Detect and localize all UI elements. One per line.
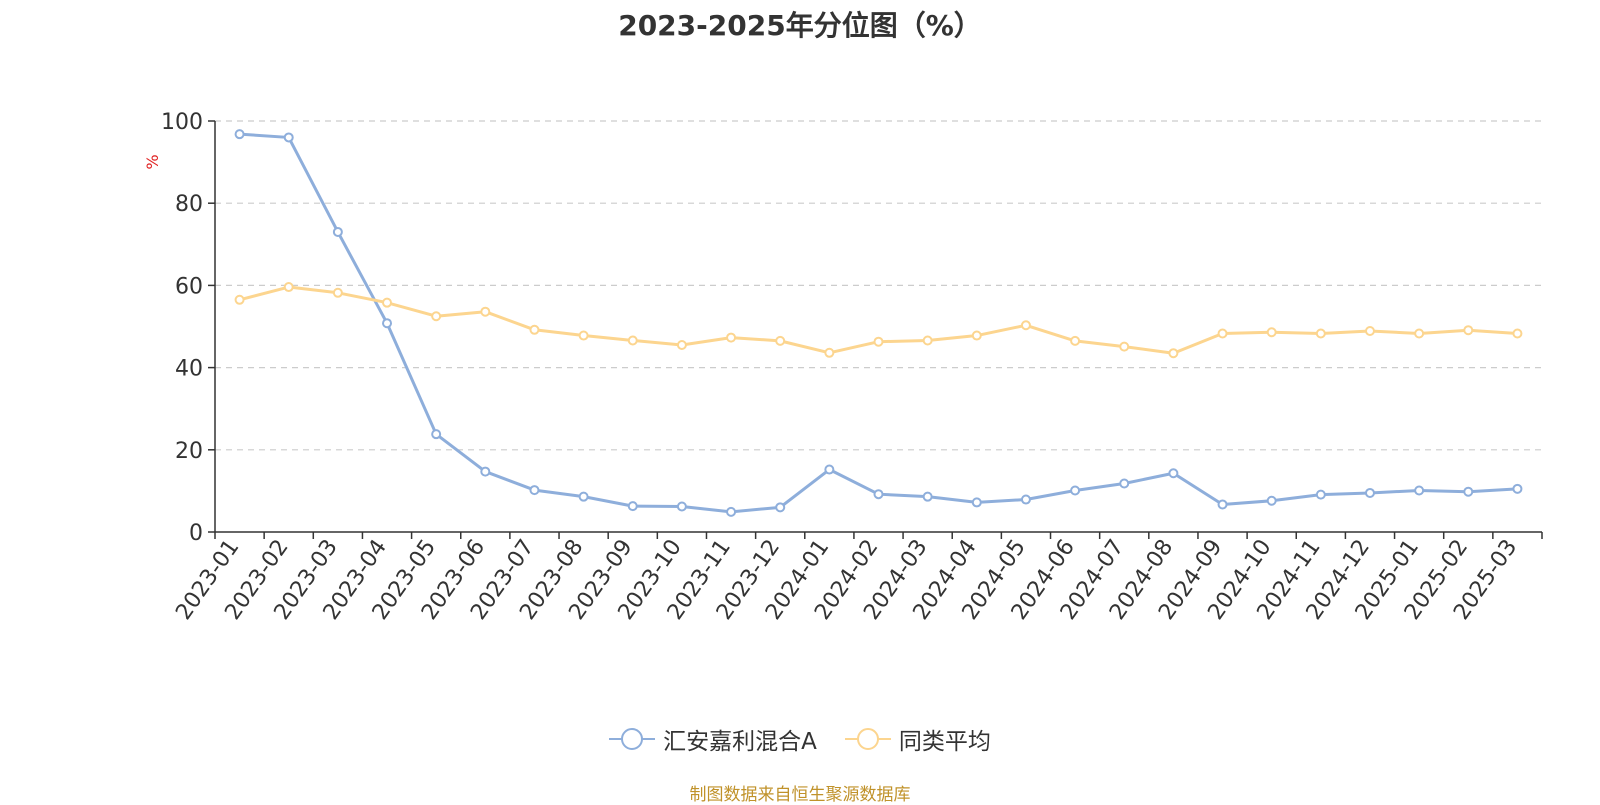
series-line-0	[239, 132, 1518, 514]
axes	[208, 120, 1543, 539]
data-point[interactable]	[1364, 326, 1375, 337]
legend: 汇安嘉利混合A 同类平均	[0, 722, 1600, 756]
data-point[interactable]	[431, 429, 442, 440]
data-point[interactable]	[1168, 468, 1179, 479]
data-point[interactable]	[480, 306, 491, 317]
legend-item-fund[interactable]: 汇安嘉利混合A	[609, 722, 817, 756]
data-point[interactable]	[1414, 328, 1425, 339]
data-point[interactable]	[578, 491, 589, 502]
data-point[interactable]	[1070, 335, 1081, 346]
data-point[interactable]	[332, 287, 343, 298]
data-point[interactable]	[676, 339, 687, 350]
data-point[interactable]	[1020, 320, 1031, 331]
data-point[interactable]	[775, 502, 786, 513]
data-point[interactable]	[382, 297, 393, 308]
y-tick-labels: 0 20 40 60 80 100	[161, 110, 203, 546]
data-point[interactable]	[971, 497, 982, 508]
data-point[interactable]	[824, 464, 835, 475]
data-point[interactable]	[824, 347, 835, 358]
data-point[interactable]	[1217, 499, 1228, 510]
y-tick-label: 100	[161, 110, 203, 135]
data-point[interactable]	[1119, 341, 1130, 352]
legend-average-line-icon	[844, 728, 891, 750]
data-point[interactable]	[922, 335, 933, 346]
data-point[interactable]	[1463, 486, 1474, 497]
legend-label-fund: 汇安嘉利混合A	[663, 729, 817, 755]
data-point[interactable]	[1414, 485, 1425, 496]
data-point[interactable]	[1266, 495, 1277, 506]
y-tick-label: 60	[175, 274, 203, 299]
data-point[interactable]	[1463, 325, 1474, 336]
data-point[interactable]	[726, 506, 737, 517]
data-point[interactable]	[1168, 348, 1179, 359]
data-point[interactable]	[1364, 487, 1375, 498]
data-point[interactable]	[627, 501, 638, 512]
legend-fund-line-icon	[609, 728, 656, 750]
data-point[interactable]	[283, 282, 294, 293]
data-point[interactable]	[1070, 485, 1081, 496]
data-point[interactable]	[1315, 489, 1326, 500]
data-point[interactable]	[332, 226, 343, 237]
data-point[interactable]	[431, 311, 442, 322]
data-point[interactable]	[382, 318, 393, 329]
data-point[interactable]	[529, 485, 540, 496]
series-lines	[234, 129, 1523, 517]
x-tick-labels: 2023-012023-022023-032023-042023-052023-…	[171, 535, 1522, 625]
y-tick-label: 20	[175, 439, 203, 464]
data-point[interactable]	[529, 324, 540, 335]
data-point[interactable]	[676, 501, 687, 512]
grid-lines	[215, 120, 1542, 451]
data-point[interactable]	[1512, 328, 1523, 339]
data-point[interactable]	[922, 491, 933, 502]
data-point[interactable]	[873, 336, 884, 347]
data-point[interactable]	[480, 466, 491, 477]
legend-label-average: 同类平均	[898, 729, 991, 755]
y-tick-label: 0	[189, 521, 203, 546]
data-point[interactable]	[1119, 478, 1130, 489]
source-note: 制图数据来自恒生聚源数据库	[689, 785, 911, 805]
data-point[interactable]	[627, 335, 638, 346]
data-point[interactable]	[283, 132, 294, 143]
data-point[interactable]	[1512, 483, 1523, 494]
data-point[interactable]	[1315, 328, 1326, 339]
chart-title: 2023-2025年分位图（%）	[618, 9, 982, 42]
y-tick-label: 40	[175, 357, 203, 382]
data-point[interactable]	[1020, 494, 1031, 505]
data-point[interactable]	[726, 332, 737, 343]
data-point[interactable]	[234, 294, 245, 305]
y-tick-label: 80	[175, 192, 203, 217]
data-point[interactable]	[775, 335, 786, 346]
data-point[interactable]	[873, 489, 884, 500]
y-axis-label: %	[143, 154, 162, 169]
data-point[interactable]	[234, 129, 245, 140]
data-point[interactable]	[1266, 327, 1277, 338]
legend-item-average[interactable]: 同类平均	[844, 722, 991, 756]
data-point[interactable]	[1217, 328, 1228, 339]
data-point[interactable]	[971, 330, 982, 341]
data-point[interactable]	[578, 330, 589, 341]
